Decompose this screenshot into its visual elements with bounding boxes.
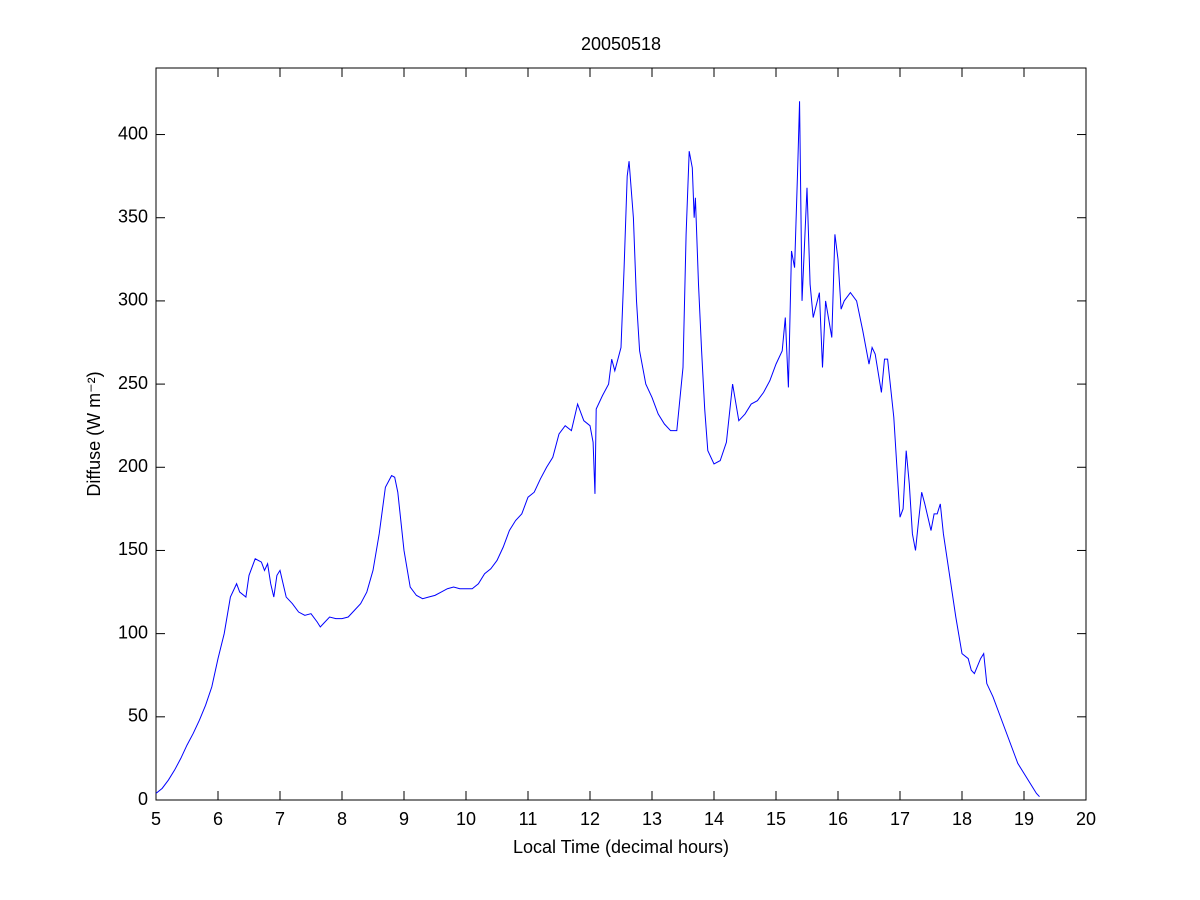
- y-tick-label: 400: [118, 123, 148, 143]
- x-tick-label: 5: [151, 809, 161, 829]
- x-tick-label: 8: [337, 809, 347, 829]
- x-tick-label: 16: [828, 809, 848, 829]
- y-tick-label: 250: [118, 373, 148, 393]
- y-axis-label: Diffuse (W m⁻²): [84, 371, 104, 496]
- x-axis-label: Local Time (decimal hours): [513, 837, 729, 857]
- x-tick-label: 14: [704, 809, 724, 829]
- x-tick-label: 6: [213, 809, 223, 829]
- y-tick-label: 150: [118, 539, 148, 559]
- x-tick-label: 17: [890, 809, 910, 829]
- y-tick-label: 300: [118, 290, 148, 310]
- plot-frame: [155, 67, 1087, 801]
- x-tick-label: 11: [519, 809, 538, 829]
- x-tick-label: 15: [766, 809, 786, 829]
- x-tick-label: 12: [580, 809, 600, 829]
- x-tick-label: 13: [642, 809, 662, 829]
- chart-title: 20050518: [581, 34, 661, 54]
- y-tick-label: 200: [118, 456, 148, 476]
- x-tick-label: 9: [399, 809, 409, 829]
- x-tick-label: 19: [1014, 809, 1034, 829]
- x-tick-label: 18: [952, 809, 972, 829]
- data-line: [155, 101, 1040, 798]
- x-tick-label: 7: [275, 809, 285, 829]
- y-tick-label: 0: [138, 789, 148, 809]
- x-tick-label: 20: [1076, 809, 1096, 829]
- y-tick-label: 50: [128, 706, 148, 726]
- y-tick-label: 100: [118, 622, 148, 642]
- x-tick-label: 10: [456, 809, 476, 829]
- y-tick-label: 350: [118, 206, 148, 226]
